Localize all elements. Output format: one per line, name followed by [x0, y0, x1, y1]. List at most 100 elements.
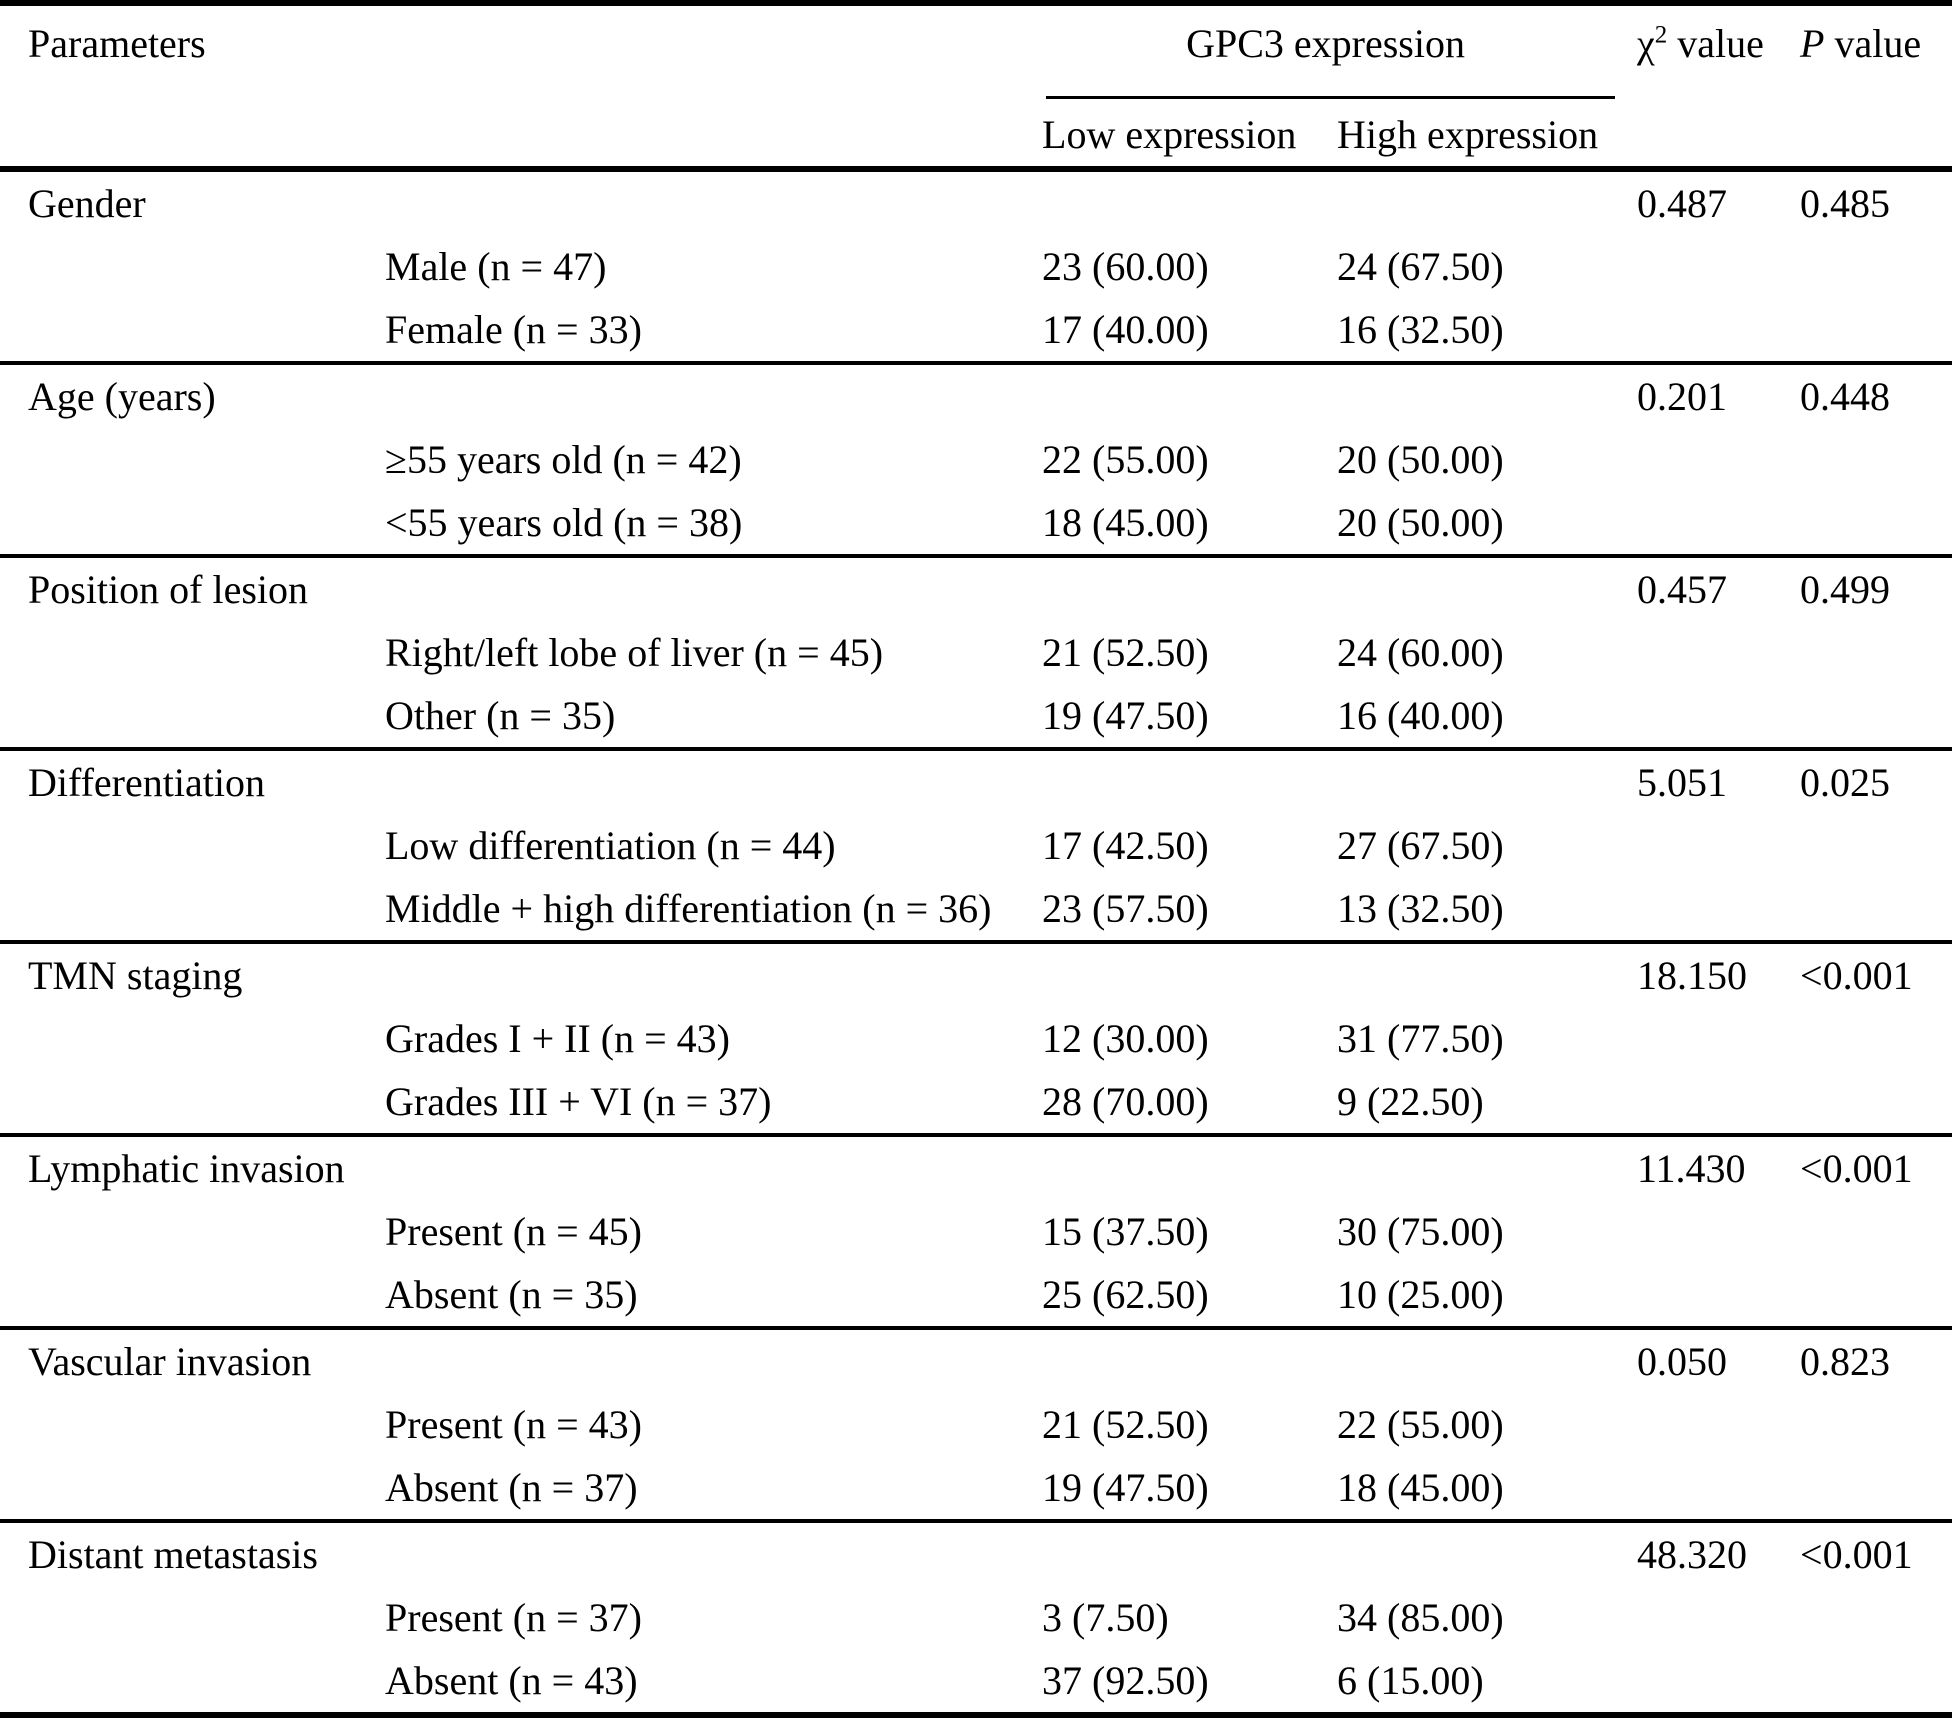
empty-cell: [1609, 1649, 1772, 1715]
param-group-row: Lymphatic invasion 11.430 <0.001: [0, 1133, 1952, 1200]
high-expression-value: 16 (32.50): [1337, 307, 1504, 352]
empty-cell: [1772, 235, 1952, 298]
sub-param-label: Female (n = 33): [385, 307, 642, 352]
high-expression-value: 16 (40.00): [1337, 693, 1504, 738]
chi2-value: 5.051: [1609, 747, 1773, 814]
param-group-label: Gender: [0, 167, 1015, 235]
param-group-label: Position of lesion: [0, 554, 1015, 621]
empty-cell: [1609, 428, 1772, 491]
p-value: 0.499: [1772, 554, 1952, 621]
sub-param-label: Other (n = 35): [385, 693, 616, 738]
empty-cell: [0, 428, 357, 491]
col-header-p-value: P value: [1772, 3, 1952, 172]
param-group-label: Age (years): [0, 361, 1015, 428]
high-expression-value: 9 (22.50): [1337, 1079, 1484, 1124]
sub-param-row: Present (n = 37) 3 (7.50) 34 (85.00): [0, 1586, 1952, 1649]
empty-cell: [0, 1586, 357, 1649]
sub-param-row: Present (n = 45) 15 (37.50) 30 (75.00): [0, 1200, 1952, 1263]
empty-cell: [0, 621, 357, 684]
sub-param-label: Male (n = 47): [385, 244, 607, 289]
empty-cell: [0, 814, 357, 877]
chi2-value: 0.487: [1609, 167, 1773, 235]
low-expression-value: 22 (55.00): [1042, 437, 1209, 482]
high-expression-value: 18 (45.00): [1337, 1465, 1504, 1510]
col-header-low-expression: Low expression: [1014, 102, 1310, 172]
empty-cell: [1609, 1456, 1772, 1521]
sub-param-label: Present (n = 45): [385, 1209, 642, 1254]
sub-param-label: Present (n = 37): [385, 1595, 642, 1640]
chi-superscript: 2: [1654, 21, 1668, 49]
sub-param-row: Right/left lobe of liver (n = 45) 21 (52…: [0, 621, 1952, 684]
p-symbol: P: [1800, 21, 1825, 66]
empty-cell: [1309, 940, 1610, 1007]
sub-param-row: Grades III + VI (n = 37) 28 (70.00) 9 (2…: [0, 1070, 1952, 1135]
p-value: 0.448: [1772, 361, 1952, 428]
p-value: <0.001: [1772, 1133, 1952, 1200]
empty-cell: [1014, 1133, 1310, 1200]
p-value: 0.823: [1772, 1326, 1952, 1393]
low-expression-value: 19 (47.50): [1042, 1465, 1209, 1510]
sub-param-label: Grades I + II (n = 43): [385, 1016, 730, 1061]
col-header-chi2-value: χ2 value: [1609, 3, 1773, 172]
sub-param-row: Absent (n = 37) 19 (47.50) 18 (45.00): [0, 1456, 1952, 1521]
sub-param-label: Low differentiation (n = 44): [385, 823, 836, 868]
empty-cell: [1772, 621, 1952, 684]
chi-symbol: χ: [1637, 21, 1655, 66]
empty-cell: [1609, 1586, 1772, 1649]
sub-param-row: Middle + high differentiation (n = 36) 2…: [0, 877, 1952, 942]
empty-cell: [1609, 684, 1772, 749]
high-expression-value: 34 (85.00): [1337, 1595, 1504, 1640]
empty-cell: [0, 684, 357, 749]
param-group-label: Lymphatic invasion: [0, 1133, 1015, 1200]
empty-cell: [0, 1007, 357, 1070]
high-expression-value: 20 (50.00): [1337, 500, 1504, 545]
sub-param-label: Present (n = 43): [385, 1402, 642, 1447]
high-expression-value: 27 (67.50): [1337, 823, 1504, 868]
empty-cell: [1609, 491, 1772, 556]
sub-param-row: Present (n = 43) 21 (52.50) 22 (55.00): [0, 1393, 1952, 1456]
empty-cell: [1772, 1200, 1952, 1263]
sub-param-row: <55 years old (n = 38) 18 (45.00) 20 (50…: [0, 491, 1952, 556]
sub-param-label: <55 years old (n = 38): [385, 500, 743, 545]
low-expression-value: 23 (57.50): [1042, 886, 1209, 931]
empty-cell: [1772, 1393, 1952, 1456]
empty-cell: [1309, 1519, 1610, 1586]
low-expression-value: 19 (47.50): [1042, 693, 1209, 738]
empty-cell: [1609, 1200, 1772, 1263]
empty-cell: [1609, 1393, 1772, 1456]
empty-cell: [0, 235, 357, 298]
param-group-row: Distant metastasis 48.320 <0.001: [0, 1519, 1952, 1586]
sub-param-label: Middle + high differentiation (n = 36): [385, 886, 992, 931]
sub-param-row: Grades I + II (n = 43) 12 (30.00) 31 (77…: [0, 1007, 1952, 1070]
empty-cell: [1309, 747, 1610, 814]
chi2-value: 18.150: [1609, 940, 1773, 1007]
low-expression-value: 21 (52.50): [1042, 1402, 1209, 1447]
empty-cell: [1772, 1456, 1952, 1521]
param-group-row: Position of lesion 0.457 0.499: [0, 554, 1952, 621]
high-expression-value: 6 (15.00): [1337, 1658, 1484, 1703]
param-group-row: Vascular invasion 0.050 0.823: [0, 1326, 1952, 1393]
p-value: 0.485: [1772, 167, 1952, 235]
chi2-value: 48.320: [1609, 1519, 1773, 1586]
empty-cell: [1772, 1263, 1952, 1328]
col-header-high-expression: High expression: [1309, 102, 1610, 172]
param-group-row: TMN staging 18.150 <0.001: [0, 940, 1952, 1007]
empty-cell: [1772, 1007, 1952, 1070]
high-expression-value: 30 (75.00): [1337, 1209, 1504, 1254]
low-expression-value: 21 (52.50): [1042, 630, 1209, 675]
high-expression-value: 31 (77.50): [1337, 1016, 1504, 1061]
empty-cell: [1309, 554, 1610, 621]
sub-param-label: Grades III + VI (n = 37): [385, 1079, 772, 1124]
low-expression-value: 15 (37.50): [1042, 1209, 1209, 1254]
empty-cell: [1609, 814, 1772, 877]
high-expression-value: 24 (67.50): [1337, 244, 1504, 289]
empty-cell: [1309, 1326, 1610, 1393]
empty-cell: [1014, 940, 1310, 1007]
empty-cell: [1309, 361, 1610, 428]
sub-param-row: Female (n = 33) 17 (40.00) 16 (32.50): [0, 298, 1952, 363]
empty-cell: [1609, 877, 1772, 942]
empty-cell: [0, 1070, 357, 1135]
empty-cell: [1014, 167, 1310, 235]
chi2-value: 11.430: [1609, 1133, 1773, 1200]
